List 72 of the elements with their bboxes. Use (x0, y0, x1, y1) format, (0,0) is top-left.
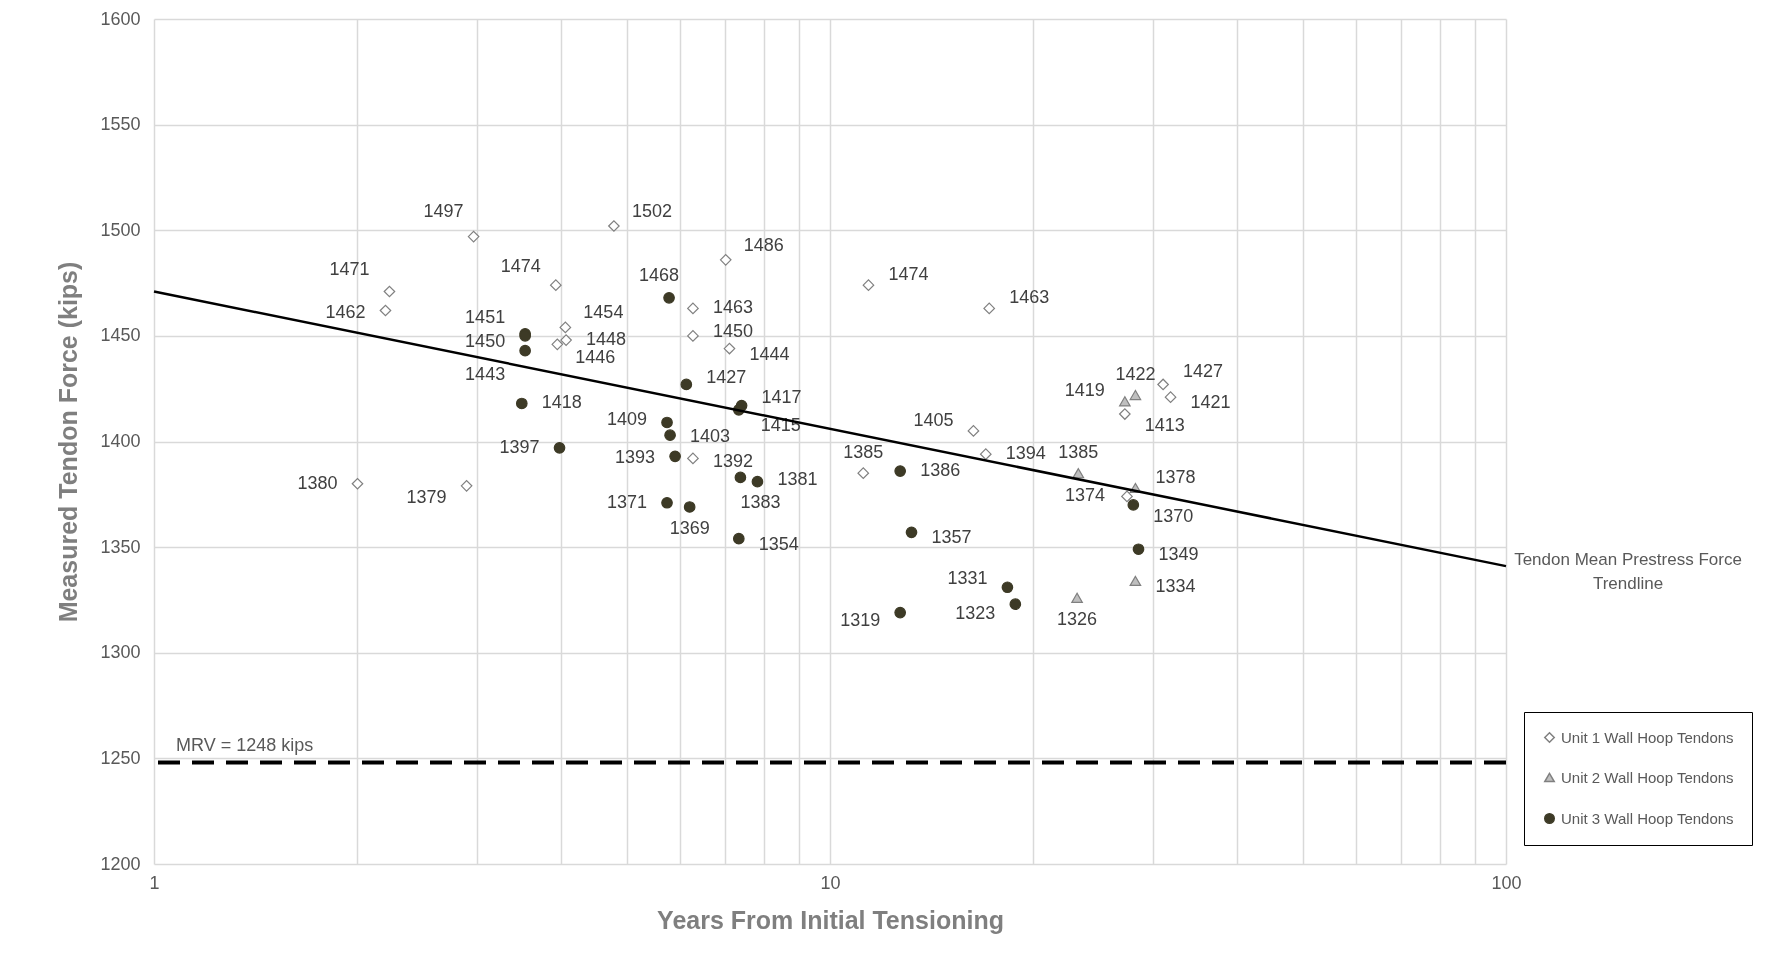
x-axis-title: Years From Initial Tensioning (657, 905, 1004, 934)
y-tick-label: 1550 (100, 114, 141, 135)
data-label: 1385 (843, 442, 884, 463)
data-label: 1443 (465, 363, 506, 384)
data-label: 1454 (583, 302, 624, 323)
data-label: 1371 (607, 491, 648, 512)
data-label: 1444 (749, 343, 790, 364)
data-label: 1462 (325, 301, 366, 322)
y-tick-label: 1200 (100, 853, 141, 874)
data-label: 1319 (840, 609, 881, 630)
legend-label: Unit 2 Wall Hoop Tendons (1561, 768, 1734, 786)
data-label: 1409 (607, 409, 648, 430)
data-label: 1334 (1155, 575, 1196, 596)
data-label: 1379 (406, 486, 447, 507)
data-label: 1405 (913, 409, 954, 430)
data-label: 1419 (1064, 380, 1105, 401)
data-label: 1323 (955, 603, 996, 624)
y-tick-label: 1450 (100, 325, 141, 346)
data-label: 1354 (758, 533, 799, 554)
data-label: 1502 (631, 201, 672, 222)
y-tick-label: 1500 (100, 219, 141, 240)
y-tick-label: 1250 (100, 747, 141, 768)
data-label: 1331 (947, 568, 988, 589)
data-label: 1378 (1155, 466, 1196, 487)
data-label: 1393 (615, 447, 656, 468)
y-tick-label: 1600 (100, 8, 141, 29)
data-label: 1385 (1058, 442, 1099, 463)
data-label: 1386 (920, 460, 961, 481)
data-label: 1383 (740, 492, 781, 513)
data-label: 1474 (500, 256, 541, 277)
data-label: 1369 (669, 517, 710, 538)
legend-label: Unit 3 Wall Hoop Tendons (1561, 809, 1734, 827)
data-label: 1403 (690, 426, 731, 447)
data-label: 1392 (712, 451, 753, 472)
data-label: 1357 (931, 527, 972, 548)
data-label: 1446 (575, 347, 616, 368)
data-label: 1468 (639, 264, 680, 285)
data-label: 1326 (1057, 608, 1098, 629)
x-tick-label: 1 (149, 872, 160, 893)
data-label: 1448 (586, 329, 627, 350)
ref-line-label: MRV = 1248 kips (176, 734, 314, 755)
data-label: 1450 (712, 320, 753, 341)
data-label: 1349 (1158, 544, 1199, 565)
y-tick-label: 1300 (100, 642, 141, 663)
data-label: 1413 (1144, 415, 1185, 436)
data-label: 1427 (1183, 361, 1224, 382)
data-label: 1421 (1190, 392, 1231, 413)
data-label: 1497 (423, 200, 464, 221)
data-label: 1380 (297, 472, 338, 493)
x-tick-label: 100 (1491, 872, 1522, 893)
data-label: 1422 (1115, 364, 1156, 385)
y-axis-title: Measured Tendon Force (kips) (54, 261, 83, 623)
data-label: 1463 (1009, 287, 1050, 308)
x-tick-label: 10 (820, 872, 841, 893)
data-label: 1381 (777, 468, 818, 489)
data-label: 1450 (465, 330, 506, 351)
data-label: 1374 (1064, 485, 1106, 506)
data-label: 1417 (761, 386, 802, 407)
data-label: 1451 (465, 306, 506, 327)
data-label: 1486 (743, 234, 784, 255)
data-label: 1370 (1153, 505, 1194, 526)
series-label: Tendon Mean Prestress Force Trendline (1514, 550, 1742, 594)
data-label: 1474 (888, 264, 929, 285)
data-label: 1394 (1005, 443, 1046, 464)
y-tick-label: 1400 (100, 431, 141, 451)
data-label: 1427 (706, 367, 747, 388)
data-label: 1471 (329, 258, 370, 279)
legend-label: Unit 1 Wall Hoop Tendons (1561, 728, 1734, 746)
y-tick-label: 1350 (100, 536, 141, 557)
data-label: 1463 (712, 297, 753, 318)
data-label: 1418 (541, 392, 582, 413)
data-label: 1397 (499, 436, 540, 457)
